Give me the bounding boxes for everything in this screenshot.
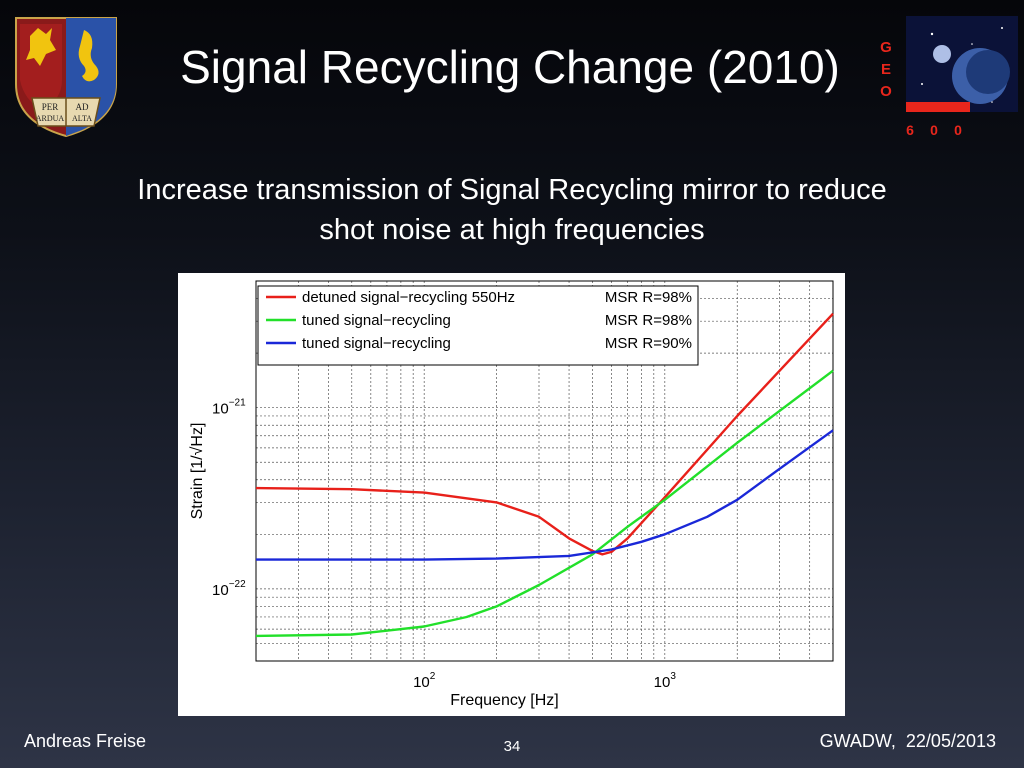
geo600-logo: G E O 6 0 0 [880,16,1018,138]
series-line-3 [256,429,834,561]
y-tick-label-2: 10−22 [212,579,246,599]
series-line-2 [255,369,834,638]
crest-book-text-2: AD [76,102,89,112]
slide-title: Signal Recycling Change (2010) [180,41,840,93]
crest-book-text-4: ALTA [72,114,92,123]
subtitle-line-2: shot noise at high frequencies [319,214,705,246]
crest-book-text-1: PER [42,102,59,112]
geo-letter-o: O [880,83,892,100]
legend-box [257,285,699,366]
plot-frame [255,280,834,662]
x-tick-label-2: 103 [654,671,677,691]
strain-chart-svg: 102 103 10−21 10−22 Frequency [Hz] Strain [1/… [189,280,834,709]
series-line-1 [255,312,834,556]
legend-entry-3: tuned signal−recycling [302,335,451,352]
event-date: GWADW, 22/05/2013 [819,731,996,751]
legend-note-3: MSR R=90% [605,335,692,352]
y-axis-label: Strain [1/√Hz] [189,423,206,520]
legend-note-2: MSR R=98% [605,312,692,329]
legend-entry-1: detuned signal−recycling 550Hz [302,289,515,306]
x-tick-label-1: 102 [413,671,436,691]
legend-entry-2: tuned signal−recycling [302,312,451,329]
geo-letter-e: E [881,61,891,78]
author-name: Andreas Freise [24,731,147,751]
geo-letter-g: G [880,39,892,56]
slide-subtitle: Increase transmission of Signal Recyclin… [40,170,984,250]
page-number: 34 [503,738,521,755]
subtitle-line-1: Increase transmission of Signal Recyclin… [137,174,887,206]
geo-number-6: 6 [906,122,914,138]
university-crest-logo: PER AD ARDUA ALTA [15,17,117,138]
x-axis-label: Frequency [Hz] [450,692,558,709]
y-tick-label-1: 10−21 [212,398,246,418]
strain-chart: 102 103 10−21 10−22 Frequency [Hz] Strain [1/… [178,273,845,716]
legend-note-1: MSR R=98% [605,289,692,306]
geo-number-0b: 0 [954,122,962,138]
crest-book-text-3: ARDUA [36,114,65,123]
geo-number-0a: 0 [930,122,938,138]
